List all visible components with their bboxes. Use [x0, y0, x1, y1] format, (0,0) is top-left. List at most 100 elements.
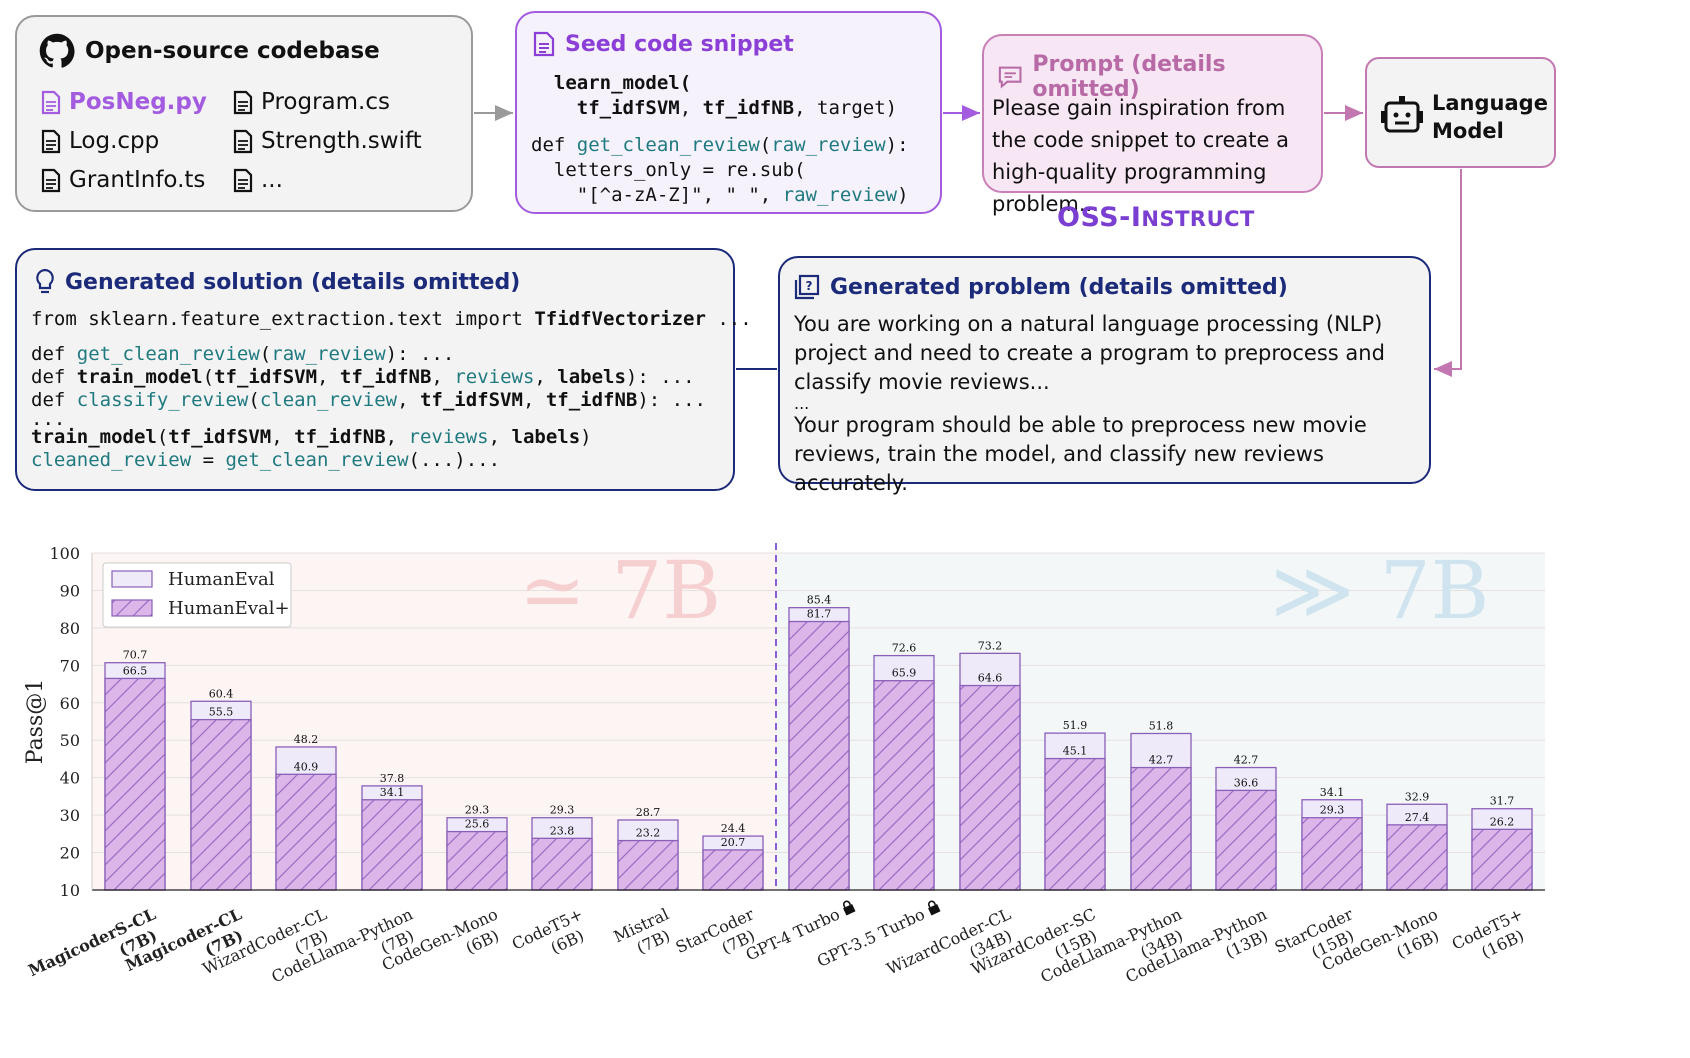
data-label-humanevalplus: 23.2 — [636, 827, 661, 840]
bar-humanevalplus — [1386, 824, 1448, 891]
prompt-box: Prompt (details omitted) Please gain ins… — [982, 34, 1323, 216]
code-token: reviews — [454, 366, 535, 388]
bar-humanevalplus — [104, 677, 166, 891]
y-axis-label: Pass@1 — [23, 679, 48, 765]
code-token: train_model — [76, 366, 203, 388]
solution-code: from sklearn.feature_extraction.text imp… — [31, 308, 752, 472]
code-token: , — [385, 426, 409, 448]
bar-humanevalplus — [617, 839, 679, 891]
code-token: tf_idfNB — [339, 366, 432, 388]
problem-para1: You are working on a natural language pr… — [794, 312, 1385, 394]
codebase-title: Open-source codebase — [85, 38, 380, 64]
code-line: learn_model( — [531, 71, 909, 96]
bar-humanevalplus — [1301, 817, 1363, 891]
bar-group: 34.1 29.3 — [1301, 786, 1363, 891]
code-token: classify_review — [76, 389, 249, 411]
code-token: learn_model( — [553, 72, 692, 94]
lm-label-line1: Language — [1432, 91, 1548, 115]
code-token: tf_idfSVM — [576, 97, 680, 119]
bar-group: 37.834.1 — [361, 772, 423, 891]
file-item: Strength.swift — [233, 128, 422, 154]
data-label-humaneval: 37.8 — [380, 772, 405, 785]
data-label-humanevalplus: 64.6 — [978, 672, 1003, 685]
problem-box: ? Generated problem (details omitted) Yo… — [778, 256, 1431, 495]
file-icon — [233, 168, 253, 192]
y-tick-label: 50 — [60, 731, 80, 750]
bar-humanevalplus — [275, 773, 337, 891]
bar-humanevalplus — [873, 680, 935, 891]
file-name: PosNeg.py — [69, 89, 207, 115]
data-label-humanevalplus: 66.5 — [123, 664, 148, 677]
code-line: tf_idfSVM, tf_idfNB, target) — [531, 96, 909, 121]
code-token: clean_review — [259, 389, 398, 411]
svg-text:?: ? — [806, 279, 813, 293]
legend: HumanEval HumanEval+ — [102, 562, 292, 628]
code-token: reviews — [408, 426, 489, 448]
seed-code: learn_model( tf_idfSVM, tf_idfNB, target… — [531, 71, 909, 208]
file-name: ... — [261, 167, 283, 193]
data-label-humanevalplus: 27.4 — [1405, 811, 1430, 824]
data-label-humanevalplus: 42.7 — [1149, 754, 1174, 767]
data-label-humanevalplus: 81.7 — [807, 608, 832, 621]
y-tick-label: 70 — [60, 656, 80, 675]
data-label-humaneval: 51.8 — [1149, 719, 1174, 732]
code-line: cleaned_review = get_clean_review(...)..… — [31, 449, 752, 472]
code-token — [531, 72, 554, 94]
bar-humanevalplus — [446, 830, 508, 891]
problem-title: Generated problem (details omitted) — [830, 274, 1288, 300]
solution-title: Generated solution (details omitted) — [65, 269, 521, 295]
lm-label-line2: Model — [1432, 119, 1504, 143]
data-label-humaneval: 32.9 — [1405, 790, 1430, 803]
code-token: , — [317, 366, 340, 388]
code-token: , target) — [794, 97, 898, 119]
y-tick-label: 10 — [60, 881, 80, 900]
code-token: get_clean_review — [225, 449, 409, 471]
bar-group: 70.7 66.5 — [104, 649, 166, 891]
code-line: def classify_review(clean_review, tf_idf… — [31, 389, 752, 412]
bar-group: 24.420.7 — [702, 822, 764, 891]
data-label-humaneval: 60.4 — [209, 687, 234, 700]
legend-label-humanevalplus: HumanEval+ — [168, 598, 290, 619]
code-token: ( — [248, 389, 260, 411]
data-label-humanevalplus: 65.9 — [892, 667, 917, 680]
question-book-icon: ? — [794, 274, 820, 300]
y-tick-label: 80 — [60, 619, 80, 638]
code-token: tf_idfSVM — [214, 366, 318, 388]
x-tick-label: CodeT5+(16B) — [1449, 904, 1527, 962]
bar-group: 72.6 65.9 — [873, 642, 935, 891]
code-line: train_model(tf_idfSVM, tf_idfNB, reviews… — [31, 426, 752, 449]
y-tick-label: 40 — [60, 769, 80, 788]
code-token: ... — [705, 308, 752, 330]
code-token: ( — [202, 366, 215, 388]
file-icon — [41, 168, 61, 192]
code-token: tf_idfNB — [294, 426, 386, 448]
file-name: Log.cpp — [69, 128, 160, 154]
code-token: ( — [259, 343, 272, 365]
y-tick-label: 90 — [60, 581, 80, 600]
data-label-humaneval: 51.9 — [1063, 719, 1088, 732]
data-label-humaneval: 34.1 — [1320, 786, 1345, 799]
language-model-box: Language Model — [1365, 57, 1556, 168]
bar-group: 29.325.6 — [446, 804, 508, 891]
code-line: def get_clean_review(raw_review): — [531, 133, 909, 158]
data-label-humaneval: 70.7 — [123, 649, 148, 662]
file-item: ... — [233, 167, 283, 193]
code-token: ) — [580, 426, 592, 448]
region-label-small: ≃ 7B — [519, 544, 721, 637]
code-token: raw_review — [271, 343, 386, 365]
data-label-humanevalplus: 23.8 — [550, 824, 575, 837]
bar-humanevalplus — [1130, 766, 1192, 891]
code-token: tf_idfSVM — [419, 389, 523, 411]
file-icon — [233, 90, 253, 114]
code-token: def — [31, 343, 77, 365]
legend-swatch-humanevalplus — [111, 599, 153, 617]
file-name: Program.cs — [261, 89, 390, 115]
file-item: PosNeg.py — [41, 89, 207, 115]
code-token: train_model — [31, 426, 157, 448]
solution-box: Generated solution (details omitted) fro… — [15, 248, 752, 491]
code-line — [31, 331, 752, 343]
file-icon — [41, 90, 61, 114]
data-label-humanevalplus: 36.6 — [1234, 776, 1259, 789]
robot-icon — [1381, 96, 1423, 133]
code-token: ): ... — [385, 343, 455, 365]
